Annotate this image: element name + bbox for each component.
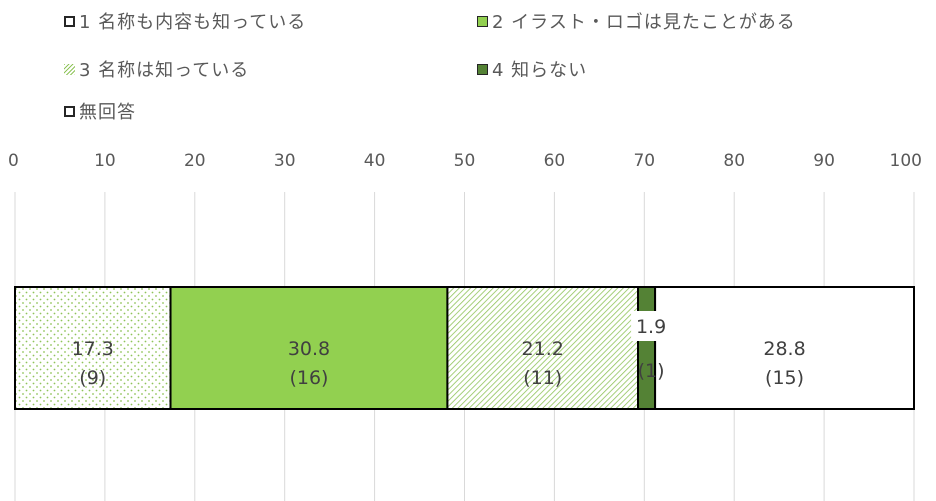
legend-swatch-3 (64, 63, 75, 75)
x-tick-label-80: 80 (723, 151, 745, 171)
bar-segment-4 (637, 286, 657, 410)
x-tick-label-90: 90 (813, 151, 835, 171)
legend-swatch-4 (477, 63, 488, 75)
legend-swatch-2 (477, 15, 488, 27)
legend-label-3: 3 名称は知っている (79, 60, 250, 81)
data-label-count-1: (9) (79, 367, 106, 389)
bar-segment-2 (169, 286, 449, 410)
data-label-value-3: 21.2 (522, 338, 564, 360)
bar-segment-1 (14, 286, 172, 410)
bar-segment-5 (654, 286, 915, 410)
legend-item-1: 1 名称も内容も知っている (64, 8, 306, 34)
x-tick-label-20: 20 (184, 151, 206, 171)
legend-item-3: 3 名称は知っている (64, 56, 249, 82)
legend-label-4: 4 知らない (492, 60, 588, 81)
legend-label-5: 無回答 (79, 102, 136, 123)
x-tick-label-0: 0 (8, 151, 19, 171)
x-tick-label-100: 100 (890, 151, 922, 171)
legend-item-4: 4 知らない (477, 56, 587, 82)
data-label-count-5: (15) (765, 367, 804, 389)
data-label-count-2: (16) (289, 367, 328, 389)
x-tick-label-40: 40 (364, 151, 386, 171)
legend-item-5: 無回答 (64, 98, 136, 124)
x-tick-label-30: 30 (274, 151, 296, 171)
data-label-value-5: 28.8 (763, 338, 805, 360)
legend-swatch-1 (64, 15, 75, 27)
data-label-count-4: (1) (638, 360, 665, 382)
x-tick-label-10: 10 (94, 151, 116, 171)
x-tick-label-50: 50 (454, 151, 476, 171)
data-label-count-3: (11) (523, 367, 562, 389)
legend-label-2: 2 イラスト・ロゴは見たことがある (492, 12, 796, 33)
legend-swatch-5 (64, 105, 75, 117)
legend-label-1: 1 名称も内容も知っている (79, 12, 307, 33)
x-tick-label-60: 60 (544, 151, 566, 171)
data-label-value-2: 30.8 (288, 338, 330, 360)
x-tick-label-70: 70 (633, 151, 655, 171)
chart-legend: 1 名称も内容も知っている 2 イラスト・ロゴは見たことがある 3 名称は知って… (0, 0, 936, 130)
bar-segment-3 (446, 286, 640, 410)
label-background-4 (631, 311, 672, 341)
legend-item-2: 2 イラスト・ロゴは見たことがある (477, 8, 796, 34)
data-label-value-4: 1.9 (636, 316, 666, 338)
data-label-value-1: 17.3 (72, 338, 114, 360)
